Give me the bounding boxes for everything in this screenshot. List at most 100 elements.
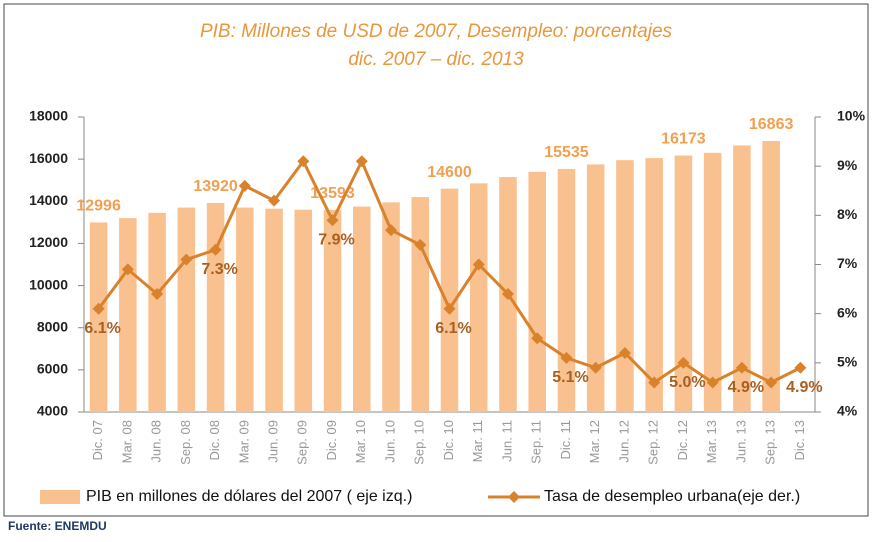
bar — [382, 202, 400, 412]
chart-title: PIB: Millones de USD de 2007, Desempleo:… — [200, 21, 673, 42]
bar — [265, 208, 283, 412]
bar — [586, 164, 605, 412]
y-tick-label: 16000 — [29, 150, 68, 166]
x-tick-label: Sep. 11 — [529, 420, 544, 464]
legend-label: PIB en millones de dólares del 2007 ( ej… — [86, 488, 412, 505]
bar — [177, 207, 196, 412]
line-value-label: 5.0% — [669, 374, 705, 391]
line-marker — [414, 238, 427, 251]
x-tick-label: Dic. 13 — [792, 420, 807, 460]
bar-value-label: 12996 — [76, 198, 121, 215]
legend-label: Tasa de desempleo urbana(eje der.) — [544, 488, 800, 505]
bar — [89, 222, 108, 412]
x-tick-label: Mar. 08 — [119, 420, 134, 463]
line-marker — [297, 155, 310, 168]
bar — [206, 202, 225, 412]
x-tick-label: Jun. 10 — [382, 420, 397, 463]
line-value-label: 7.9% — [318, 231, 354, 248]
line-marker — [355, 155, 368, 168]
bar — [762, 140, 780, 412]
x-tick-label: Jun. 12 — [616, 420, 631, 463]
x-tick-label: Mar. 10 — [353, 420, 368, 463]
bar — [440, 188, 459, 412]
bar — [469, 183, 488, 412]
y2-tick-label: 10% — [837, 108, 866, 124]
x-tick-label: Jun. 09 — [265, 420, 280, 463]
y-tick-label: 14000 — [29, 192, 68, 208]
x-tick-label: Sep. 08 — [178, 420, 193, 465]
line-marker — [618, 347, 631, 359]
line-value-label: 4.9% — [786, 379, 822, 396]
legend-swatch — [40, 490, 80, 504]
line-value-label: 4.9% — [728, 379, 764, 396]
bar — [733, 145, 751, 413]
y2-tick-label: 8% — [837, 206, 858, 222]
line-marker — [706, 376, 719, 389]
line-marker — [735, 361, 748, 374]
bar — [323, 209, 342, 412]
line-value-label: 6.1% — [435, 320, 471, 337]
bar — [557, 168, 576, 412]
x-tick-label: Dic. 10 — [441, 420, 456, 460]
line-marker — [268, 194, 281, 207]
legend-swatch — [508, 491, 520, 503]
x-tick-label: Sep. 10 — [412, 420, 427, 465]
line-marker — [180, 253, 193, 266]
line-marker — [385, 224, 398, 237]
y2-tick-label: 4% — [837, 403, 858, 419]
bar — [236, 207, 254, 412]
y-tick-label: 12000 — [29, 234, 68, 250]
y2-tick-label: 6% — [837, 304, 858, 320]
bar — [353, 206, 371, 412]
x-tick-label: Sep. 13 — [763, 420, 778, 465]
line-value-label: 6.1% — [84, 320, 120, 337]
line-marker — [677, 356, 690, 369]
x-tick-label: Mar. 13 — [704, 420, 719, 463]
x-tick-label: Dic. 07 — [90, 420, 105, 460]
x-tick-label: Jun. 11 — [499, 420, 514, 462]
chart-frame — [3, 3, 869, 517]
bar — [616, 160, 634, 412]
source: Fuente: ENEMDU — [8, 519, 107, 533]
line-marker — [326, 214, 339, 227]
y-tick-label: 6000 — [37, 361, 68, 377]
line-marker — [589, 361, 602, 374]
bar-value-label: 13920 — [193, 178, 238, 195]
x-tick-label: Jun. 08 — [149, 420, 164, 463]
line-value-label: 7.3% — [201, 261, 237, 278]
y-tick-label: 18000 — [29, 108, 68, 124]
bar — [703, 152, 722, 413]
y2-tick-label: 9% — [837, 157, 858, 173]
line-marker — [443, 302, 456, 315]
x-tick-label: Dic. 09 — [324, 420, 339, 460]
line-marker — [794, 361, 807, 374]
line-marker — [92, 302, 105, 315]
line-marker — [648, 376, 661, 389]
line-marker — [121, 263, 134, 276]
x-tick-label: Mar. 09 — [236, 420, 251, 463]
line-marker — [151, 288, 164, 300]
x-tick-label: Mar. 11 — [470, 420, 485, 462]
y-tick-label: 10000 — [29, 276, 68, 292]
x-tick-label: Dic. 12 — [675, 420, 690, 460]
bar — [411, 197, 430, 412]
x-tick-label: Sep. 09 — [295, 420, 310, 465]
y-tick-label: 8000 — [37, 318, 68, 334]
bar — [674, 155, 693, 412]
line-marker — [472, 258, 485, 271]
x-tick-label: Jun. 13 — [733, 420, 748, 463]
bar — [294, 209, 313, 412]
bar — [148, 212, 166, 412]
line-marker — [531, 332, 544, 345]
x-tick-label: Sep. 12 — [646, 420, 661, 465]
y2-tick-label: 5% — [837, 354, 858, 370]
line-marker — [238, 179, 251, 192]
line-marker — [501, 288, 514, 300]
line-marker — [209, 243, 222, 256]
line-marker — [560, 351, 573, 364]
y2-tick-label: 7% — [837, 255, 858, 271]
bar-value-label: 15535 — [544, 144, 589, 161]
x-tick-label: Mar. 12 — [587, 420, 602, 463]
x-tick-label: Dic. 11 — [558, 420, 573, 460]
